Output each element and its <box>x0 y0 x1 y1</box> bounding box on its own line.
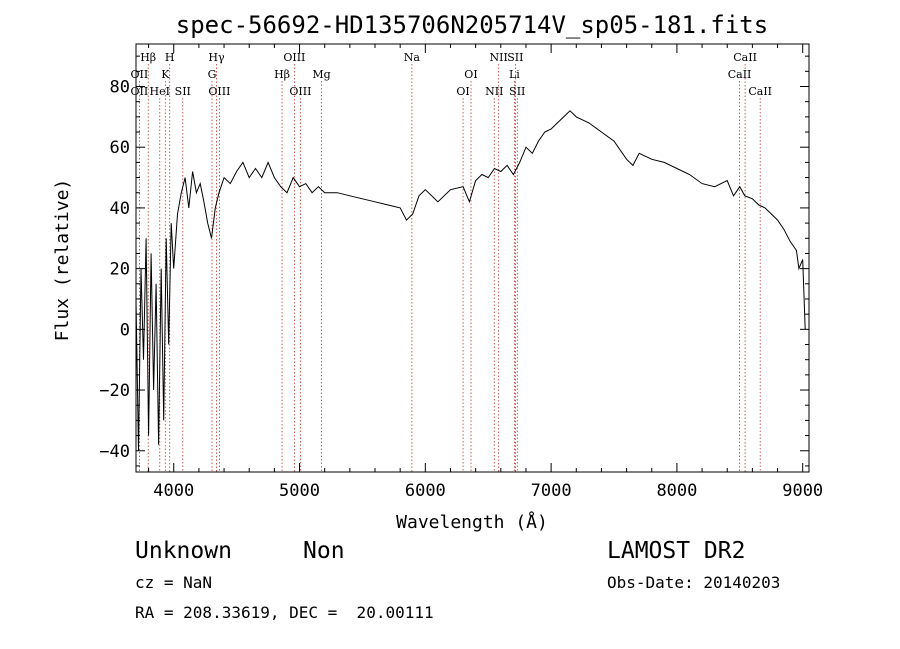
x-tick-label: 8000 <box>656 481 697 501</box>
line-marker-label: CaII <box>748 85 772 98</box>
line-marker-label: NII <box>490 51 508 64</box>
chart-title: spec-56692-HD135706N205714V_sp05-181.fit… <box>176 11 768 39</box>
y-tick-label: 20 <box>110 260 130 280</box>
line-marker-label: OI <box>456 85 469 98</box>
y-tick-label: 80 <box>110 77 130 97</box>
y-tick-label: 60 <box>110 138 130 158</box>
line-marker-label: OIII <box>208 85 230 98</box>
line-marker-label: SII <box>175 85 191 98</box>
survey-name: LAMOST DR2 <box>607 538 746 564</box>
y-tick-label: −40 <box>99 442 130 462</box>
x-tick-label: 5000 <box>279 481 320 501</box>
x-tick-label: 7000 <box>531 481 572 501</box>
x-tick-label: 9000 <box>782 481 823 501</box>
line-marker-label: OIII <box>283 51 305 64</box>
y-tick-label: 0 <box>120 320 130 340</box>
line-marker-label: HeI <box>150 85 170 98</box>
coordinates-text: RA = 208.33619, DEC = 20.00111 <box>135 603 434 622</box>
x-tick-label: 6000 <box>405 481 446 501</box>
observation-date: Obs-Date: 20140203 <box>607 573 781 592</box>
line-marker-label: SII <box>507 51 523 64</box>
x-axis-label: Wavelength (Å) <box>396 511 548 533</box>
line-marker-label: Hβ <box>140 51 156 64</box>
x-tick-label: 4000 <box>153 481 194 501</box>
line-marker-label: G <box>208 68 217 81</box>
y-tick-label: −20 <box>99 381 130 401</box>
redshift-text: cz = NaN <box>135 573 213 592</box>
line-marker-label: Na <box>404 51 421 64</box>
spectrum-line <box>135 110 806 451</box>
plot-frame <box>135 43 810 473</box>
line-marker-label: OII <box>131 85 149 98</box>
line-marker-label: OIII <box>289 85 311 98</box>
y-tick-label: 40 <box>110 199 130 219</box>
line-marker-label: CaII <box>728 68 752 81</box>
spectrum-chart: spec-56692-HD135706N205714V_sp05-181.fit… <box>52 11 823 533</box>
y-axis-label: Flux (relative) <box>52 179 73 342</box>
line-marker-label: OII <box>131 68 149 81</box>
line-marker-label: Hβ <box>274 68 290 81</box>
line-marker-label: Mg <box>312 68 330 81</box>
line-marker-label: NII <box>485 85 503 98</box>
y-axis: −40 −20 0 20 40 60 80 <box>99 55 809 467</box>
line-marker-label: Li <box>509 68 520 81</box>
line-marker-label: SII <box>509 85 525 98</box>
line-marker-label: K <box>161 68 170 81</box>
object-class: Non <box>303 538 345 564</box>
line-marker-label: Hγ <box>208 51 225 64</box>
line-marker-label: OI <box>464 68 477 81</box>
line-marker-label: CaII <box>733 51 757 64</box>
x-axis: 4000 5000 6000 7000 8000 9000 <box>148 44 823 501</box>
object-name: Unknown <box>135 538 232 564</box>
line-marker-label: H <box>165 51 175 64</box>
